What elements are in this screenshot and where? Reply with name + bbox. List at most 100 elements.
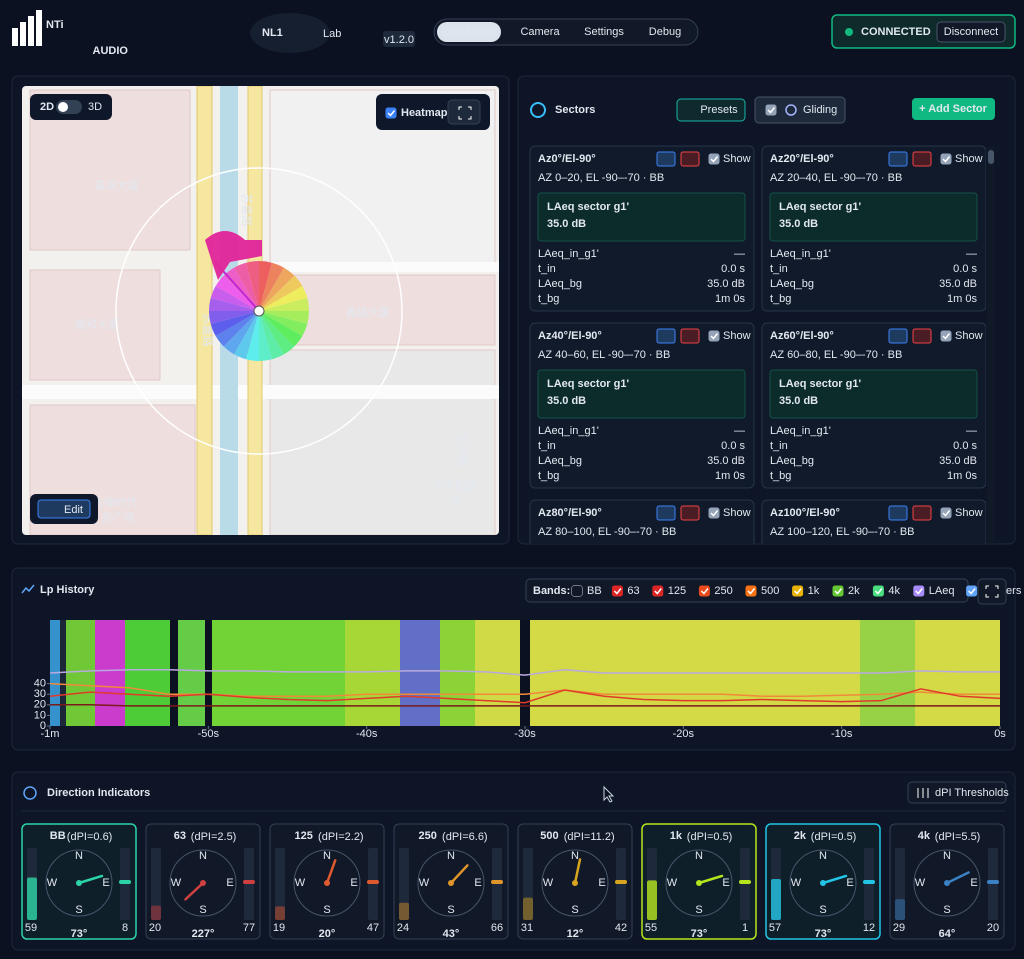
check-mark <box>387 110 396 117</box>
row-key: t_bg <box>770 470 791 482</box>
band-toggle[interactable]: 4k <box>888 585 900 597</box>
band-toggle[interactable]: 63 <box>627 585 639 597</box>
x-tick-label: -1m <box>41 728 60 740</box>
edit-icon[interactable] <box>888 151 908 167</box>
checkbox <box>708 330 720 342</box>
add-sector-button[interactable] <box>912 98 995 120</box>
metric-value: 35.0 dB <box>547 218 586 230</box>
band-title: BB <box>50 830 66 842</box>
check-mark <box>710 333 719 340</box>
band-toggle[interactable]: 2k <box>848 585 860 597</box>
needle-hub <box>944 880 950 886</box>
checkbox <box>698 585 710 597</box>
row-value: 1m 0s <box>715 470 745 482</box>
status-dot <box>845 28 853 36</box>
edit-icon[interactable] <box>888 328 908 344</box>
disconnect-button[interactable] <box>936 21 1006 43</box>
road <box>262 262 499 272</box>
presets-button[interactable] <box>676 98 746 122</box>
check-mark <box>613 588 622 595</box>
needle-hub <box>820 880 826 886</box>
band-toggle[interactable]: 250 <box>714 585 732 597</box>
gliding-toggle[interactable] <box>754 96 846 124</box>
compass-letter: N <box>819 850 827 862</box>
delete-icon[interactable] <box>680 505 700 521</box>
delete-icon[interactable] <box>680 328 700 344</box>
edit-icon[interactable] <box>656 151 676 167</box>
delete-icon[interactable] <box>912 151 932 167</box>
logo-bar <box>36 10 42 46</box>
level-marker <box>863 880 875 884</box>
disconnect-label[interactable]: Disconnect <box>944 26 998 38</box>
presets-label[interactable]: Presets <box>700 104 738 116</box>
compass-letter: N <box>323 850 331 862</box>
compass-letter: E <box>474 877 481 889</box>
heat-stripe <box>66 620 95 726</box>
building <box>269 349 496 535</box>
wheel-wedge <box>234 262 259 311</box>
left-value: 19 <box>273 922 285 934</box>
compass-letter: S <box>447 904 454 916</box>
level-marker <box>739 880 751 884</box>
show-label: Show <box>955 507 983 519</box>
fullscreen-button[interactable] <box>447 99 481 125</box>
sector-name: Az20°/El-90° <box>770 153 834 165</box>
heat-stripe <box>125 620 170 726</box>
history-line <box>49 688 1001 704</box>
edit-label[interactable]: Edit <box>64 504 83 516</box>
wheel-wedge <box>209 298 259 311</box>
edit-button[interactable] <box>37 499 91 519</box>
checkbox <box>765 104 777 116</box>
nav-tab[interactable]: Camera <box>520 26 560 38</box>
nav-tab[interactable]: Dashboard <box>442 26 496 38</box>
sector-desc: AZ 0–20, EL -90–-70 · BB <box>538 172 664 184</box>
compass-letter: E <box>598 877 605 889</box>
nav-tab[interactable]: Settings <box>584 26 624 38</box>
band-toggle[interactable]: LAeq <box>929 585 955 597</box>
row-key: LAeq_in_g1' <box>770 248 831 260</box>
compass-letter: S <box>571 904 578 916</box>
check-mark <box>874 588 883 595</box>
compass-letter: E <box>846 877 853 889</box>
tab-active <box>437 22 501 42</box>
band-toggle[interactable]: BB <box>587 585 602 597</box>
level-marker <box>367 880 379 884</box>
compass-letter: N <box>943 850 951 862</box>
compass-letter: N <box>571 850 579 862</box>
checkbox <box>966 585 978 597</box>
left-value: 55 <box>645 922 657 934</box>
delete-icon[interactable] <box>912 505 932 521</box>
needle <box>325 859 337 885</box>
edit-icon[interactable] <box>656 328 676 344</box>
edit-icon[interactable] <box>656 505 676 521</box>
left-value: 57 <box>769 922 781 934</box>
edit-icon[interactable] <box>888 505 908 521</box>
compass-letter: S <box>819 904 826 916</box>
compass-letter: N <box>75 850 83 862</box>
add-sector-label[interactable]: + Add Sector <box>919 103 987 115</box>
band-toggle[interactable]: 1k <box>808 585 820 597</box>
thresholds-button[interactable] <box>907 781 1007 804</box>
row-value: — <box>966 248 977 260</box>
left-value: 20 <box>149 922 161 934</box>
history-fullscreen[interactable] <box>977 578 1007 605</box>
delete-icon[interactable] <box>680 151 700 167</box>
needle-hub <box>200 880 206 886</box>
needle <box>184 881 205 901</box>
nav-tab[interactable]: Debug <box>649 26 681 38</box>
thresholds-label[interactable]: dPI Thresholds <box>935 787 1009 799</box>
band-title: 500 <box>540 830 558 842</box>
row-key: t_in <box>770 263 788 275</box>
row-key: LAeq_in_g1' <box>538 425 599 437</box>
wheel-wedge <box>223 311 259 355</box>
y-tick-label: 20 <box>34 699 46 711</box>
delete-icon[interactable] <box>912 328 932 344</box>
status-text: CONNECTED <box>861 26 931 38</box>
band-toggle[interactable]: 500 <box>761 585 779 597</box>
heatmap-label[interactable]: Heatmap <box>401 107 448 119</box>
row-key: t_bg <box>538 470 559 482</box>
needle-hub <box>572 880 578 886</box>
row-value: 35.0 dB <box>707 278 745 290</box>
show-label: Show <box>723 153 751 165</box>
band-toggle[interactable]: 125 <box>668 585 686 597</box>
